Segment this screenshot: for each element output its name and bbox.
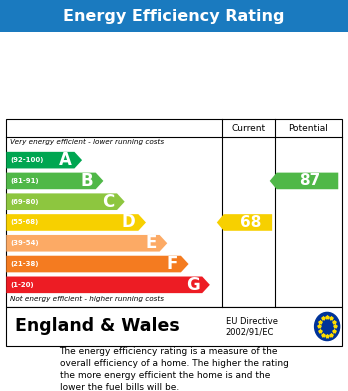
Text: A: A <box>59 151 72 169</box>
Polygon shape <box>6 152 82 169</box>
Polygon shape <box>6 194 125 210</box>
Polygon shape <box>6 172 103 189</box>
Text: (21-38): (21-38) <box>10 261 39 267</box>
Text: England & Wales: England & Wales <box>15 317 180 335</box>
Text: Energy Efficiency Rating: Energy Efficiency Rating <box>63 9 285 23</box>
Text: B: B <box>80 172 93 190</box>
Polygon shape <box>6 256 189 273</box>
Text: Very energy efficient - lower running costs: Very energy efficient - lower running co… <box>10 139 164 145</box>
Text: D: D <box>122 213 135 231</box>
Circle shape <box>315 312 340 341</box>
Bar <box>6 119 342 307</box>
Polygon shape <box>6 235 167 251</box>
Text: 68: 68 <box>240 215 261 230</box>
Bar <box>0 0 348 32</box>
Text: Current: Current <box>231 124 266 133</box>
Polygon shape <box>6 214 146 231</box>
Polygon shape <box>217 214 272 231</box>
Text: Potential: Potential <box>288 124 328 133</box>
Text: G: G <box>186 276 199 294</box>
Text: C: C <box>102 193 114 211</box>
Text: The energy efficiency rating is a measure of the
overall efficiency of a home. T: The energy efficiency rating is a measur… <box>60 347 288 391</box>
Polygon shape <box>6 276 210 293</box>
Text: (55-68): (55-68) <box>10 219 39 226</box>
Text: (81-91): (81-91) <box>10 178 39 184</box>
Text: Not energy efficient - higher running costs: Not energy efficient - higher running co… <box>10 296 164 302</box>
Bar <box>6 307 342 346</box>
Text: (69-80): (69-80) <box>10 199 39 205</box>
Polygon shape <box>270 172 338 189</box>
Text: (92-100): (92-100) <box>10 157 44 163</box>
Text: (39-54): (39-54) <box>10 240 39 246</box>
Text: (1-20): (1-20) <box>10 282 34 288</box>
Text: F: F <box>167 255 178 273</box>
Text: EU Directive
2002/91/EC: EU Directive 2002/91/EC <box>226 317 277 336</box>
Text: E: E <box>145 234 157 252</box>
Text: 87: 87 <box>300 174 321 188</box>
